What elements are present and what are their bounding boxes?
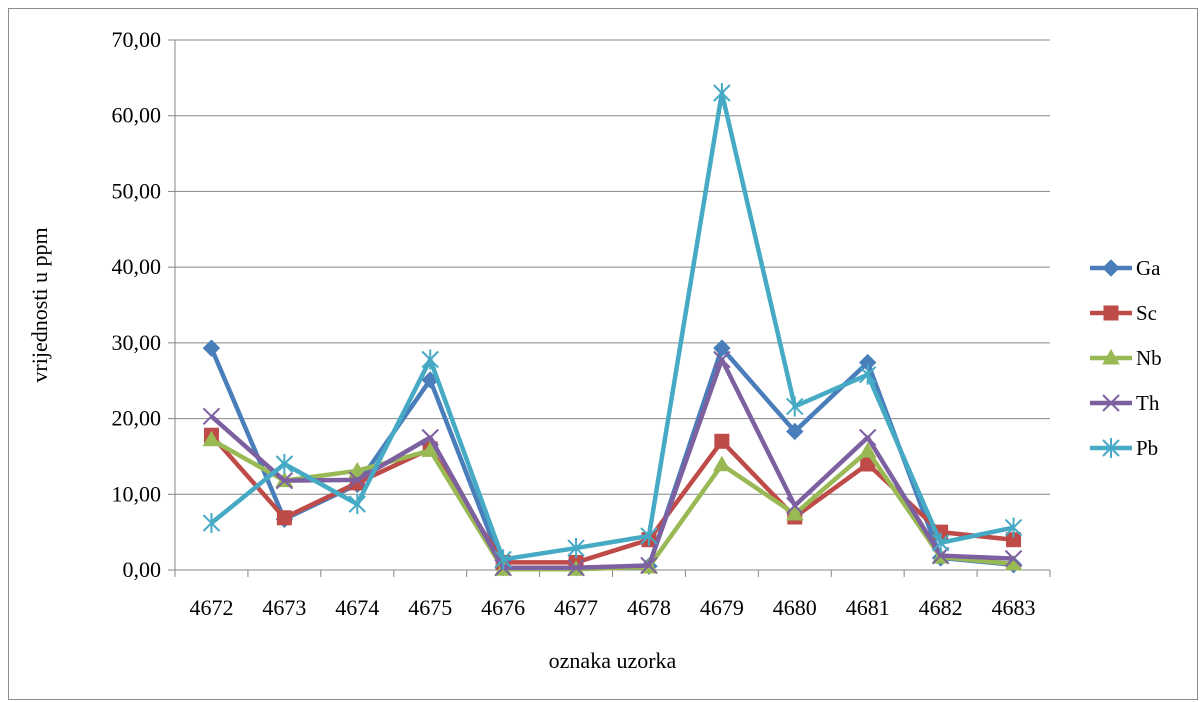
data-point-th [202, 407, 221, 426]
data-point-sc [276, 510, 292, 526]
y-axis-title: vrijednosti u ppm [27, 227, 52, 382]
x-tick-label: 4672 [189, 595, 233, 620]
x-tick-label: 4675 [408, 595, 452, 620]
series-line-sc [209, 433, 1014, 565]
data-point-pb [640, 525, 658, 546]
data-point-pb [202, 513, 221, 534]
data-point-pb [786, 396, 804, 417]
y-tick-label: 0,00 [123, 557, 162, 582]
legend-item-pb: Pb [1090, 436, 1158, 460]
legend-label-sc: Sc [1136, 301, 1157, 325]
y-tick-label: 50,00 [112, 178, 162, 203]
data-point-th [1004, 549, 1023, 568]
data-point-ga [713, 339, 731, 357]
legend-marker-th [1102, 394, 1120, 412]
y-tick-label: 60,00 [112, 103, 162, 128]
legend-item-sc: Sc [1090, 301, 1157, 325]
data-point-ga [786, 422, 804, 441]
x-tick-label: 4682 [919, 595, 963, 620]
x-axis-title: oznaka uzorka [549, 648, 677, 673]
gridlines [175, 39, 1050, 495]
x-tick-label: 4683 [992, 595, 1036, 620]
data-point-nb [348, 461, 367, 478]
data-point-th [567, 559, 585, 577]
x-tick-label: 4677 [554, 595, 598, 620]
legend-marker-sc [1103, 305, 1119, 321]
x-tick-label: 4680 [773, 595, 817, 620]
x-tick-label: 4681 [846, 595, 890, 620]
data-point-pb [275, 454, 294, 474]
y-tick-label: 30,00 [112, 330, 162, 355]
x-tick-label: 4673 [262, 595, 306, 620]
series-line-pb [210, 90, 1014, 562]
legend-label-th: Th [1136, 391, 1160, 415]
x-tick-label: 4678 [627, 595, 671, 620]
data-point-sc [714, 433, 730, 449]
legend: Ga Sc Nb Th Pb [1090, 256, 1162, 460]
data-point-th [786, 496, 804, 515]
data-point-pb [348, 494, 366, 515]
legend-marker-nb [1102, 348, 1120, 365]
data-point-nb [421, 441, 440, 457]
legend-marker-ga [1102, 259, 1120, 277]
data-point-nb [713, 455, 731, 472]
data-point-th [421, 428, 439, 447]
data-point-th [713, 350, 731, 369]
data-point-pb [1004, 517, 1023, 538]
legend-label-ga: Ga [1136, 256, 1161, 280]
data-point-th [640, 556, 658, 575]
data-point-pb [859, 364, 877, 385]
data-point-pb [494, 549, 512, 570]
y-tick-label: 20,00 [112, 406, 162, 431]
x-tick-label: 4679 [700, 595, 744, 620]
series-group [202, 83, 1023, 577]
legend-label-pb: Pb [1136, 436, 1158, 460]
y-tick-label: 70,00 [112, 27, 162, 52]
y-tick-label: 40,00 [112, 254, 162, 279]
legend-item-ga: Ga [1090, 256, 1161, 280]
series-pb [202, 83, 1023, 570]
data-point-pb [931, 532, 950, 553]
legend-item-nb: Nb [1090, 346, 1162, 370]
data-point-th [859, 428, 877, 447]
data-point-pb [567, 538, 585, 559]
x-tick-label: 4674 [335, 595, 379, 620]
tick-labels: 0,00 10,00 20,00 30,00 40,00 50,00 60,00 70,00 4… [112, 27, 1036, 620]
chart-frame [8, 8, 1198, 700]
series-line-th [209, 357, 1014, 570]
y-tick-label: 10,00 [112, 481, 162, 506]
data-point-nb [858, 442, 877, 458]
legend-marker-pb [1102, 438, 1120, 458]
data-point-nb [202, 430, 221, 447]
legend-item-th: Th [1090, 391, 1160, 415]
data-point-th [275, 471, 294, 490]
series-line-ga [209, 345, 1014, 570]
data-point-nb [785, 504, 804, 521]
legend-label-nb: Nb [1136, 346, 1162, 370]
x-tick-label: 4676 [481, 595, 525, 620]
data-point-th [931, 546, 950, 565]
data-point-th [348, 471, 366, 489]
data-point-pb [713, 83, 731, 103]
data-point-ga [202, 339, 221, 357]
data-point-pb [421, 349, 439, 370]
series-nb [202, 430, 1023, 576]
